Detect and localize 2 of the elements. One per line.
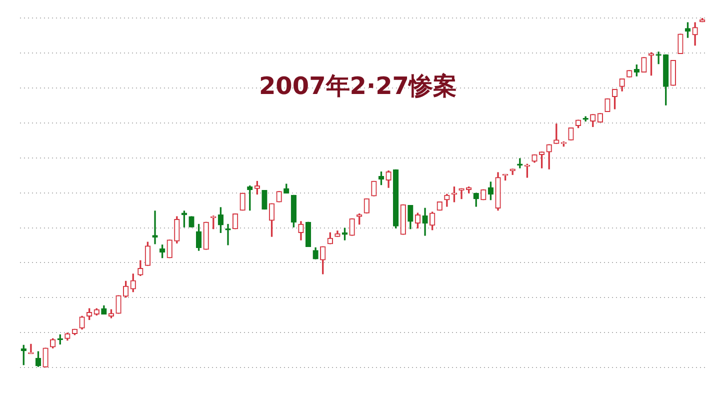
text: 2007年2·27惨案 (258, 71, 458, 102)
candlestick (458, 188, 464, 200)
